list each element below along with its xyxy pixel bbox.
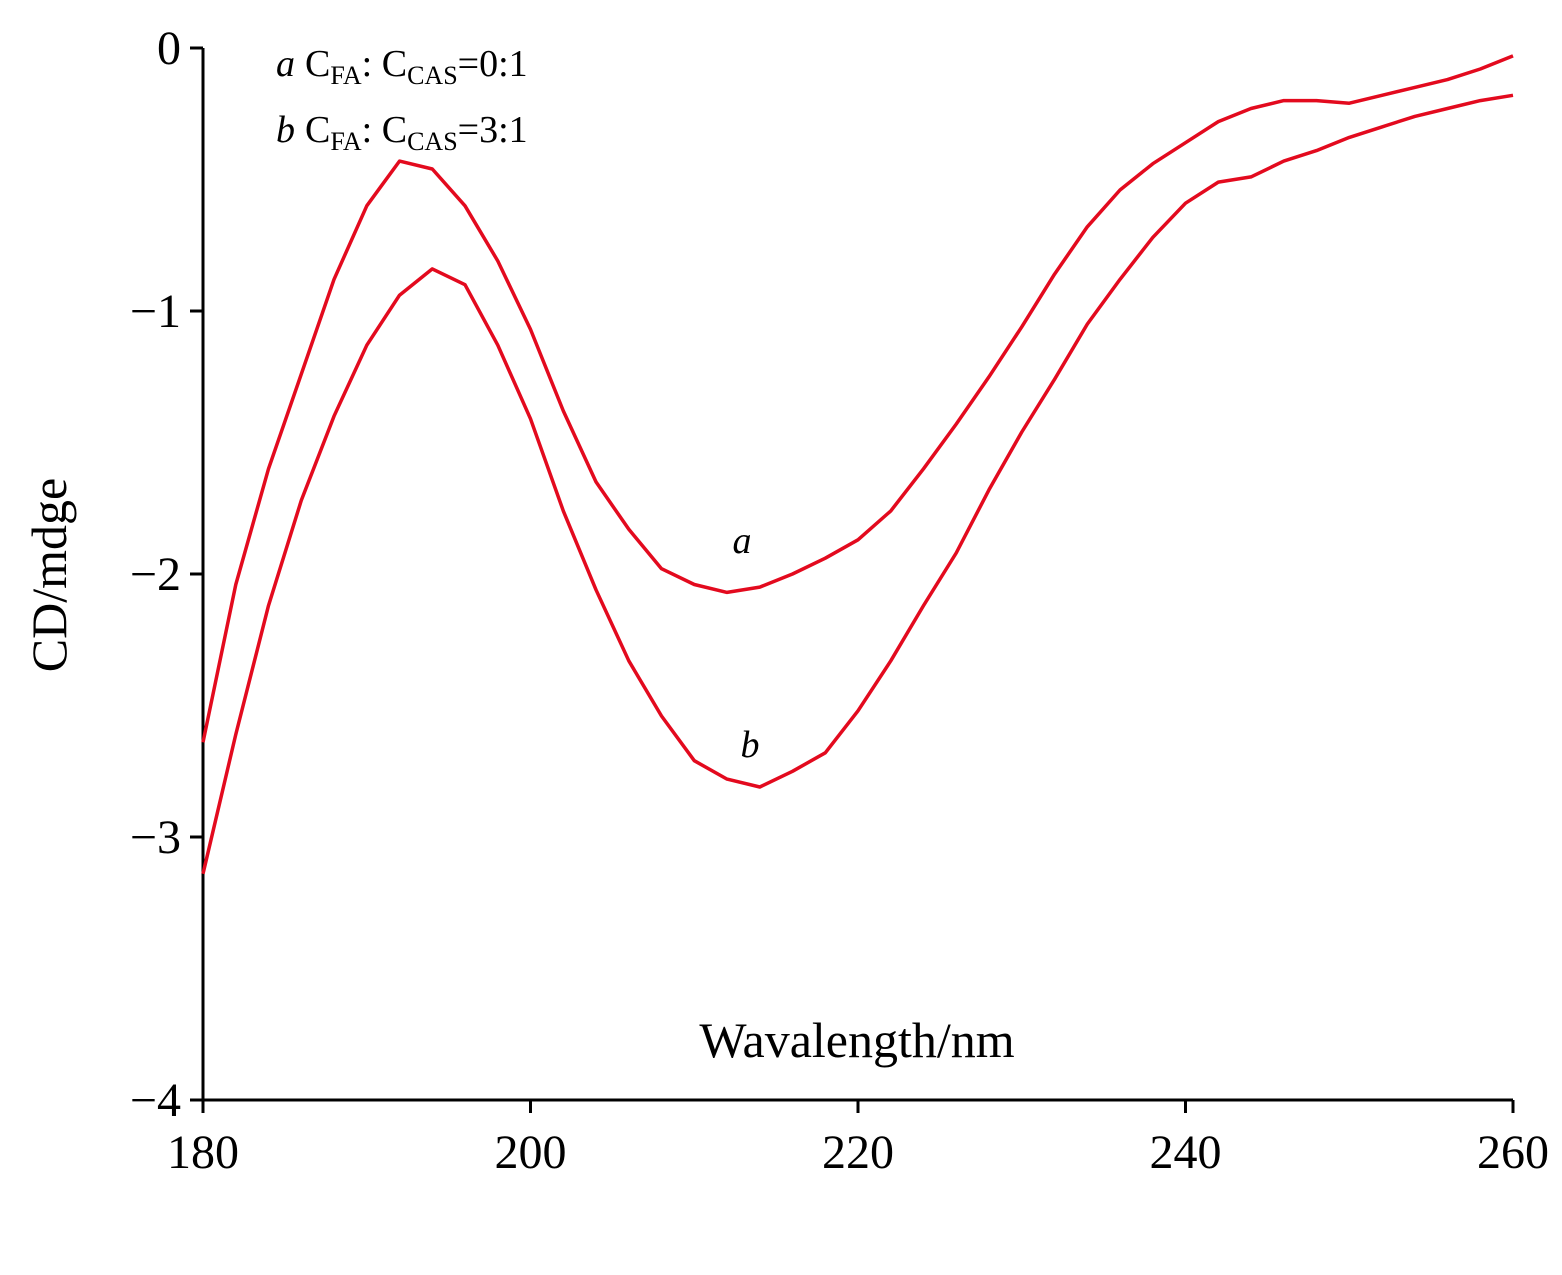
legend-text: =0:1 (458, 43, 528, 85)
legend-subscript: FA (330, 127, 362, 156)
legend-text: : C (362, 109, 407, 151)
legend-subscript: CAS (407, 61, 458, 90)
curve-label: b (741, 724, 760, 766)
curve-label: a (733, 520, 752, 562)
legend-subscript: FA (330, 61, 362, 90)
y-tick-label: −4 (130, 1074, 181, 1127)
legend-text: C (305, 109, 330, 151)
legend-text: =3:1 (458, 109, 528, 151)
line-series (201, 93, 1514, 875)
y-tick-label: 0 (157, 22, 181, 75)
y-tick-label: −1 (130, 285, 181, 338)
y-axis-title: CD/mdge (21, 478, 77, 672)
x-tick-label: 200 (495, 1126, 567, 1179)
x-tick-label: 240 (1150, 1126, 1222, 1179)
y-tick-label: −2 (130, 548, 181, 601)
x-tick-label: 220 (822, 1126, 894, 1179)
legend-letter: a (276, 43, 295, 85)
x-tick-label: 260 (1477, 1126, 1549, 1179)
legend-entry: b CFA: CCAS=3:1 (276, 109, 528, 156)
y-tick-label: −3 (130, 811, 181, 864)
x-tick-label: 180 (167, 1126, 239, 1179)
x-axis-title: Wavalength/nm (699, 1012, 1014, 1068)
legend-subscript: CAS (407, 127, 458, 156)
legend-entry: a CFA: CCAS=0:1 (276, 43, 528, 90)
line-series (201, 54, 1514, 743)
legend-text: C (305, 43, 330, 85)
legend-text: : C (362, 43, 407, 85)
legend-letter: b (276, 109, 295, 151)
